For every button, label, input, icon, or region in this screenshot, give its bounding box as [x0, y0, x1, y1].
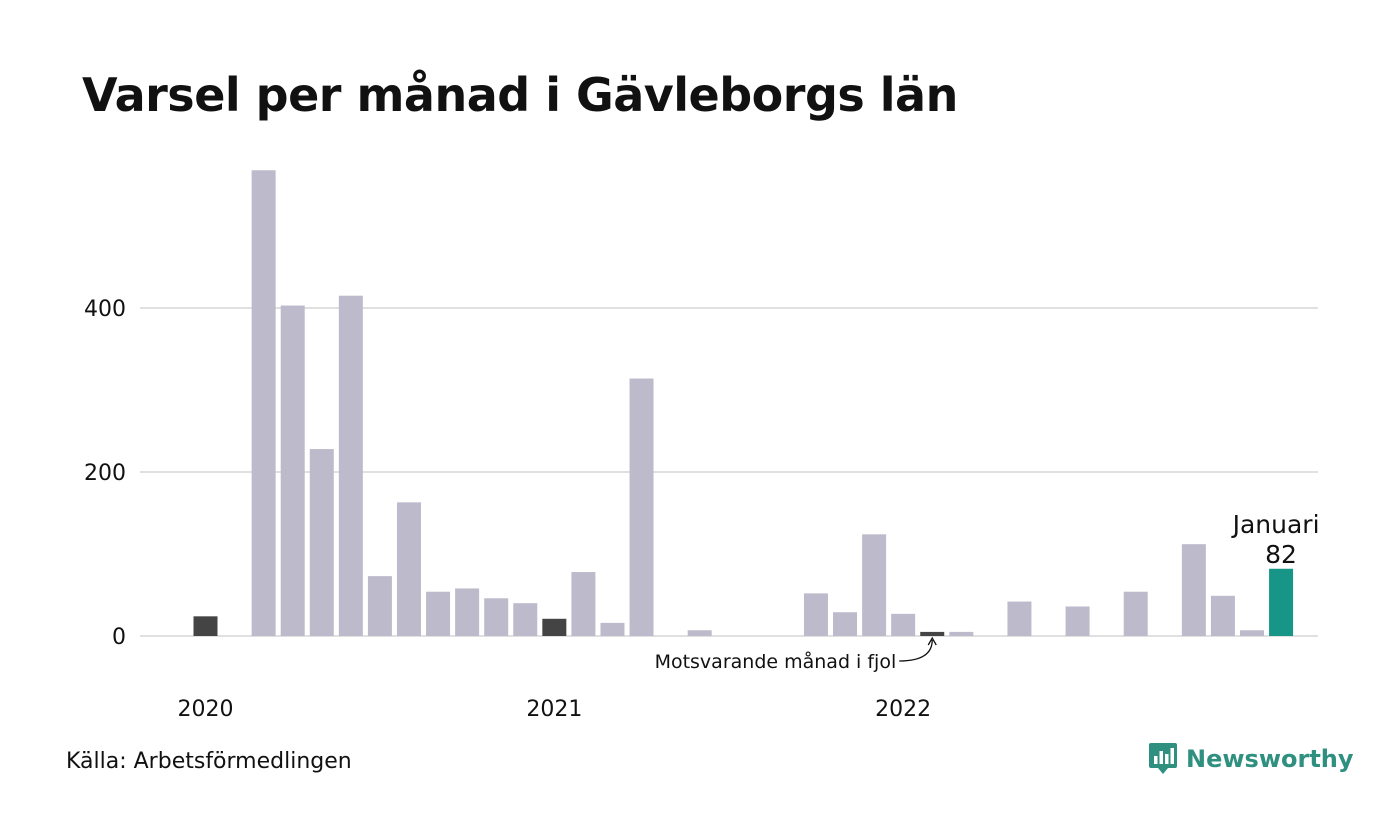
bar-2020-04	[280, 305, 305, 636]
bar-2020-09	[426, 591, 451, 636]
bar-2022-11	[1181, 544, 1206, 636]
highlight-value-label: 82	[1265, 540, 1297, 569]
bar-2022-12	[1210, 595, 1235, 636]
bar-2021-01	[542, 618, 567, 636]
y-axis-tick-labels: 0 200 400	[84, 297, 126, 650]
previous-year-annotation: Motsvarande månad i fjol	[655, 650, 897, 673]
bar-2020-05	[309, 449, 334, 636]
bar-2021-02	[571, 572, 596, 636]
source-note: Källa: Arbetsförmedlingen	[66, 749, 352, 774]
x-tick-label: 2022	[875, 697, 931, 722]
annotation-arrow	[899, 639, 933, 662]
brand-logo: Newsworthy	[1148, 742, 1354, 776]
bars	[193, 170, 1294, 637]
bar-2021-04	[629, 378, 654, 636]
x-axis-tick-labels: 2020 2021 2022	[178, 697, 932, 722]
bar-2020-12	[513, 603, 538, 636]
bar-2020-01	[193, 616, 218, 636]
bar-2020-06	[338, 295, 363, 636]
gridlines	[140, 307, 1318, 637]
bar-2022-02	[920, 631, 945, 636]
bar-2021-11	[833, 612, 858, 636]
chart-title: Varsel per månad i Gävleborgs län	[82, 68, 958, 122]
bar-2021-06	[687, 630, 712, 636]
y-tick-label: 400	[84, 297, 126, 322]
bar-2021-12	[862, 534, 887, 636]
bar-2020-10	[455, 588, 480, 636]
highlight-month-label: Januari	[1231, 510, 1320, 539]
annotation-arrowhead	[927, 636, 937, 646]
bar-2021-10	[803, 593, 828, 636]
x-tick-label: 2021	[526, 697, 582, 722]
bar-2022-01	[891, 613, 916, 636]
y-tick-label: 200	[84, 461, 126, 486]
bar-2022-05	[1007, 601, 1032, 636]
y-tick-label: 0	[112, 625, 126, 650]
brand-name: Newsworthy	[1186, 745, 1354, 773]
bar-2020-03	[251, 170, 276, 637]
bar-2020-07	[367, 576, 392, 636]
bar-2023-01	[1240, 630, 1264, 636]
bar-2021-03	[600, 622, 625, 636]
bar-2022-07	[1065, 606, 1090, 636]
bar-37	[1269, 568, 1294, 636]
newsworthy-logo-icon	[1149, 743, 1177, 774]
bar-2022-09	[1123, 591, 1148, 636]
bar-2020-11	[484, 598, 509, 636]
bar-2020-08	[396, 502, 421, 636]
bar-2022-03	[949, 631, 974, 636]
x-tick-label: 2020	[178, 697, 234, 722]
